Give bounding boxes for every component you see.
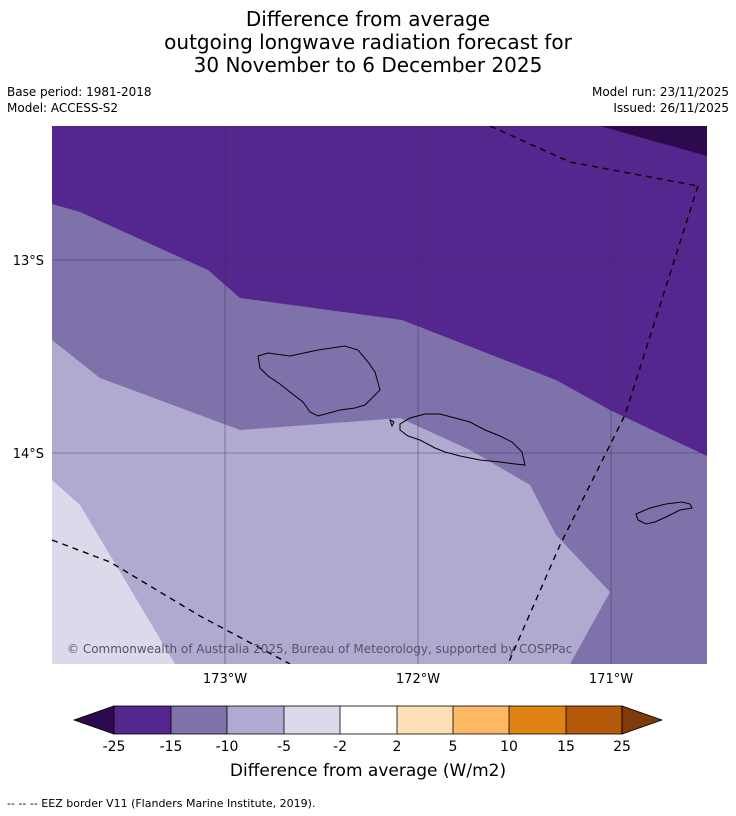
coastlines xyxy=(257,345,693,525)
lat-labels: 13°S 14°S xyxy=(13,254,44,462)
colorbar: -25 -15 -10 -5 -2 2 5 10 15 25 xyxy=(72,705,664,755)
map-title: Difference from average outgoing longwav… xyxy=(0,8,736,77)
eez-border-east xyxy=(507,185,699,664)
lon-label-171w: 171°W xyxy=(589,672,633,687)
gridlines xyxy=(52,126,707,664)
colorbar-seg-8 xyxy=(509,706,566,734)
meta-left: Base period: 1981-2018 Model: ACCESS-S2 xyxy=(7,84,152,116)
zone-minus10-minus5 xyxy=(52,340,610,664)
colorbar-outline xyxy=(113,705,623,735)
lon-labels: 173°W 172°W 171°W xyxy=(203,672,633,687)
colorbar-tick: 25 xyxy=(613,739,631,755)
eez-border-south xyxy=(52,539,291,664)
base-period: Base period: 1981-2018 xyxy=(7,85,152,99)
model-run: Model run: 23/11/2025 xyxy=(591,85,729,99)
upolu-island xyxy=(399,413,526,466)
colorbar-tick: -2 xyxy=(333,739,347,755)
colorbar-seg-3 xyxy=(227,706,284,734)
colorbar-tick: -15 xyxy=(160,739,183,755)
colorbar-label: Difference from average (W/m2) xyxy=(229,761,507,781)
lat-label-14s: 14°S xyxy=(13,447,44,462)
model-name: Model: ACCESS-S2 xyxy=(7,101,119,115)
zone-minus5-minus2 xyxy=(52,480,175,664)
savaii-island xyxy=(257,345,381,417)
lon-label-172w: 172°W xyxy=(396,672,440,687)
issued-date: Issued: 26/11/2025 xyxy=(613,101,729,115)
colorbar-extend-low xyxy=(72,705,115,735)
lon-label-173w: 173°W xyxy=(203,672,247,687)
colorbar-seg-6 xyxy=(397,706,453,734)
lat-label-13s: 13°S xyxy=(13,254,44,269)
colorbar-tick: 2 xyxy=(393,739,402,755)
colorbar-extend-high xyxy=(621,705,664,735)
colorbar-tick: -25 xyxy=(103,739,126,755)
eez-borders xyxy=(52,126,699,664)
map-area: © Commonwealth of Australia 2025, Bureau… xyxy=(52,126,707,664)
colorbar-dividers xyxy=(170,706,567,734)
colorbar-tick: -10 xyxy=(216,739,239,755)
colorbar-seg-5 xyxy=(340,706,397,734)
meta-right: Model run: 23/11/2025 Issued: 26/11/2025 xyxy=(592,84,729,116)
colorbar-seg-9 xyxy=(566,706,622,734)
colorbar-tick: -5 xyxy=(277,739,291,755)
colorbar-seg-1 xyxy=(114,706,171,734)
title-line-3: 30 November to 6 December 2025 xyxy=(193,53,543,77)
tutuila-island xyxy=(635,501,693,525)
title-line-1: Difference from average xyxy=(245,7,491,31)
zone-below-minus25 xyxy=(600,126,707,156)
copyright-text: © Commonwealth of Australia 2025, Bureau… xyxy=(67,642,572,656)
title-line-2: outgoing longwave radiation forecast for xyxy=(164,30,572,54)
colorbar-seg-4 xyxy=(284,706,340,734)
colorbar-ticks: -25 -15 -10 -5 -2 2 5 10 15 25 xyxy=(103,739,631,755)
colorbar-tick: 15 xyxy=(557,739,575,755)
colorbar-seg-7 xyxy=(453,706,509,734)
colorbar-seg-2 xyxy=(171,706,227,734)
legend-footer: -- -- -- EEZ border V11 (Flanders Marine… xyxy=(7,797,316,810)
colorbar-tick: 10 xyxy=(500,739,518,755)
manono-island xyxy=(389,419,395,428)
colorbar-tick: 5 xyxy=(449,739,458,755)
